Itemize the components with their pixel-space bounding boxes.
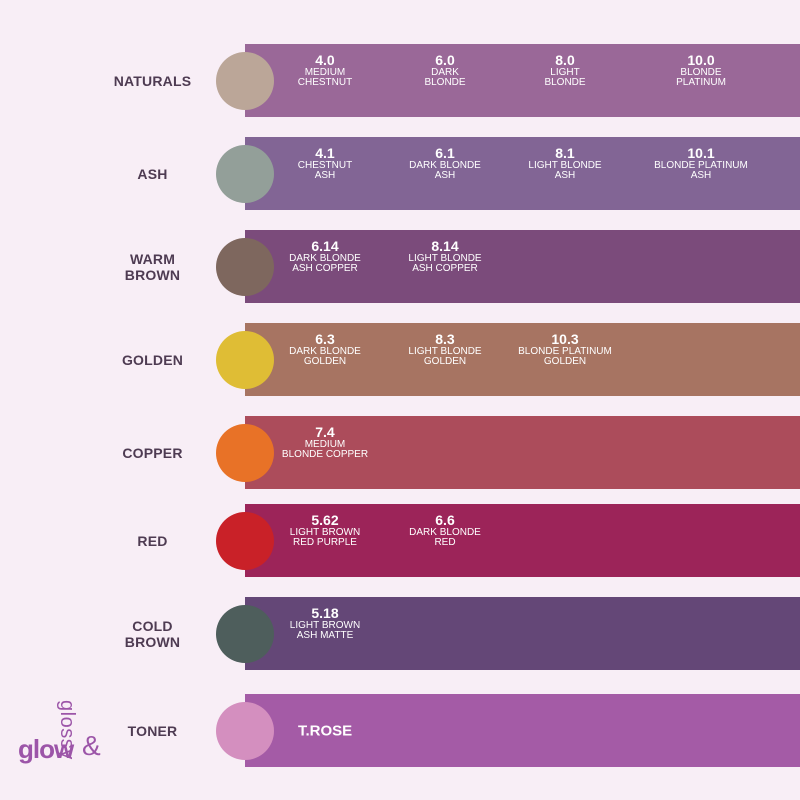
shade-item: 10.3 BLONDE PLATINUM GOLDEN <box>518 331 612 367</box>
category-label: WARM BROWN <box>124 250 181 283</box>
row-red: RED 5.62 LIGHT BROWN RED PURPLE 6.6 DARK BL… <box>0 504 800 577</box>
color-swatch <box>216 423 274 482</box>
color-swatch <box>216 144 274 203</box>
brand-logo: glossy glow & <box>18 700 118 790</box>
category-label: NATURALS <box>113 72 192 89</box>
shade-item: 6.3 DARK BLONDE GOLDEN <box>289 331 361 367</box>
logo-glow: glow <box>18 734 74 764</box>
shade-item: 8.0 LIGHT BLONDE <box>544 52 586 88</box>
shade-item: 5.62 LIGHT BROWN RED PURPLE <box>289 512 361 548</box>
color-swatch <box>216 237 274 296</box>
row-naturals: NATURALS 4.0 MEDIUM CHESTNUT 6.0 DARK BLONDE… <box>0 44 800 117</box>
color-swatch <box>216 511 274 570</box>
shade-item: 6.1 DARK BLONDE ASH <box>409 145 481 181</box>
shade-item: 6.6 DARK BLONDE RED <box>409 512 481 548</box>
shade-bar <box>245 694 800 767</box>
shade-item: 4.1 CHESTNUT ASH <box>297 145 353 181</box>
shade-item: 8.14 LIGHT BLONDE ASH COPPER <box>408 238 482 274</box>
shade-bar <box>245 416 800 489</box>
category-label: ASH <box>137 165 168 182</box>
row-cold-brown: COLD BROWN 5.18 LIGHT BROWN ASH MATTE <box>0 597 800 670</box>
shade-item: 8.1 LIGHT BLONDE ASH <box>528 145 602 181</box>
logo-ampersand: & <box>82 730 101 761</box>
category-label: RED <box>137 532 168 549</box>
shade-item: 4.0 MEDIUM CHESTNUT <box>297 52 353 88</box>
color-swatch <box>216 701 274 760</box>
shade-bar <box>245 44 800 117</box>
row-ash: ASH 4.1 CHESTNUT ASH 6.1 DARK BLONDE ASH 8.1… <box>0 137 800 210</box>
color-swatch <box>216 604 274 663</box>
shade-item: 8.3 LIGHT BLONDE GOLDEN <box>408 331 482 367</box>
shade-bar <box>245 137 800 210</box>
toner-shade: T.ROSE <box>298 722 353 739</box>
shade-item: 6.0 DARK BLONDE <box>424 52 466 88</box>
category-label: GOLDEN <box>121 351 184 368</box>
row-golden: GOLDEN 6.3 DARK BLONDE GOLDEN 8.3 LIGHT BLO… <box>0 323 800 396</box>
color-swatch <box>216 330 274 389</box>
shade-bar <box>245 597 800 670</box>
shade-bar <box>245 323 800 396</box>
category-label: COPPER <box>122 444 183 461</box>
shade-bar <box>245 504 800 577</box>
shade-item: 7.4 MEDIUM BLONDE COPPER <box>281 424 369 460</box>
row-toner: TONER T.ROSE <box>0 694 800 767</box>
shade-bar <box>245 230 800 303</box>
category-label: TONER <box>127 722 178 739</box>
shade-item: 6.14 DARK BLONDE ASH COPPER <box>289 238 361 274</box>
shade-item: 5.18 LIGHT BROWN ASH MATTE <box>289 605 361 641</box>
shade-item: 10.0 BLONDE PLATINUM <box>676 52 726 88</box>
shade-item: 10.1 BLONDE PLATINUM ASH <box>654 145 748 181</box>
row-warm-brown: WARM BROWN 6.14 DARK BLONDE ASH COPPER 8.14… <box>0 230 800 303</box>
color-swatch <box>216 51 274 110</box>
row-copper: COPPER 7.4 MEDIUM BLONDE COPPER <box>0 416 800 489</box>
category-label: COLD BROWN <box>124 617 181 650</box>
